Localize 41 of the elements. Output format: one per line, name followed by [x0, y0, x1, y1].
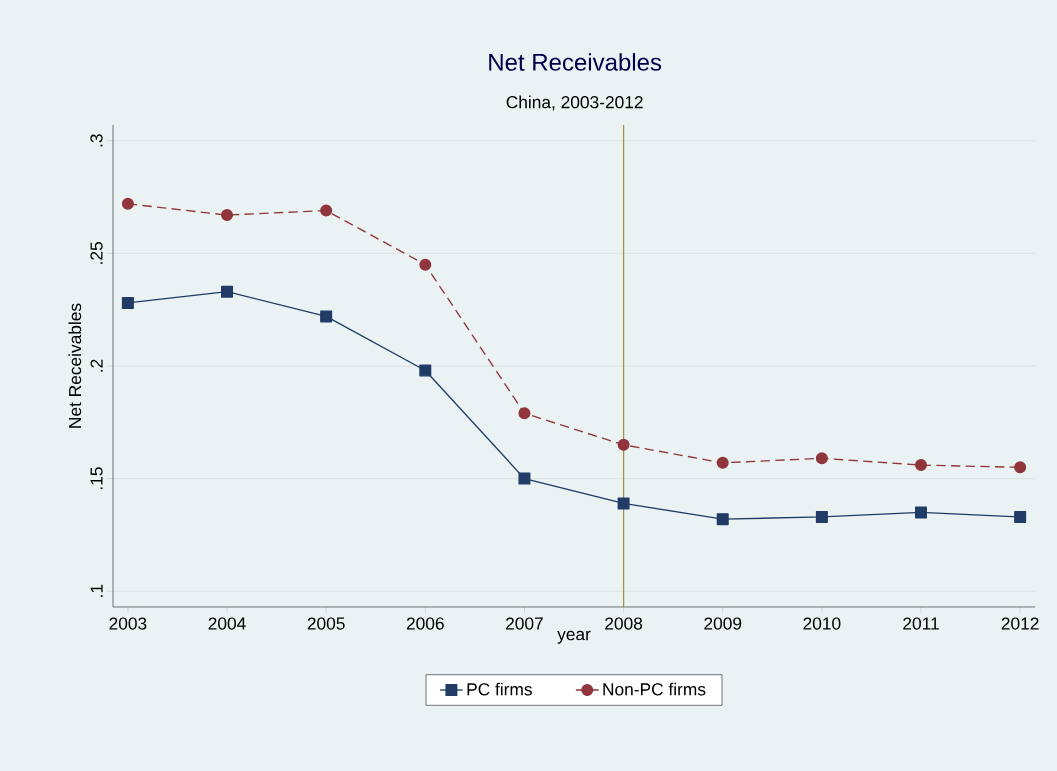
- x-axis-title: year: [557, 630, 591, 644]
- point: [320, 310, 333, 323]
- point: [221, 209, 234, 222]
- x-tick-label: 2010: [803, 617, 841, 630]
- y-tick-label: .1: [90, 584, 103, 597]
- chart-title: Net Receivables: [489, 53, 662, 71]
- point: [518, 472, 531, 485]
- x-tick-label: 2008: [605, 617, 643, 630]
- x-tick-label: 2003: [109, 617, 147, 630]
- legend-label: Non-PC firms: [603, 682, 706, 696]
- x-tick-label: 2007: [506, 617, 543, 630]
- legend-label: PC firms: [467, 682, 532, 696]
- point: [915, 506, 928, 519]
- point: [815, 452, 828, 465]
- x-tick-label: 2009: [704, 617, 742, 630]
- point: [320, 204, 333, 217]
- point: [121, 296, 134, 309]
- point: [815, 510, 828, 523]
- y-axis-title: Net Receivables: [68, 303, 82, 428]
- point: [121, 197, 134, 210]
- point: [419, 258, 432, 271]
- y-tick-label: .25: [90, 242, 103, 264]
- x-tick-label: 2006: [406, 617, 444, 630]
- y-tick-label: .2: [90, 359, 103, 372]
- point: [1014, 461, 1027, 474]
- y-tick-label: .15: [90, 467, 103, 490]
- point: [915, 459, 928, 472]
- x-tick-label: 2004: [208, 617, 246, 630]
- point: [716, 513, 729, 526]
- point: [518, 407, 531, 420]
- point: [221, 285, 234, 298]
- point: [716, 456, 729, 469]
- point: [617, 497, 630, 510]
- point: [617, 438, 630, 451]
- x-tick-label: 2012: [1001, 617, 1039, 630]
- point: [1014, 510, 1027, 523]
- point: [419, 364, 432, 377]
- x-tick-label: 2005: [307, 617, 345, 630]
- x-tick-label: 2011: [903, 617, 939, 630]
- chart-subtitle: China, 2003-2012: [506, 95, 643, 111]
- y-tick-label: .3: [90, 134, 103, 147]
